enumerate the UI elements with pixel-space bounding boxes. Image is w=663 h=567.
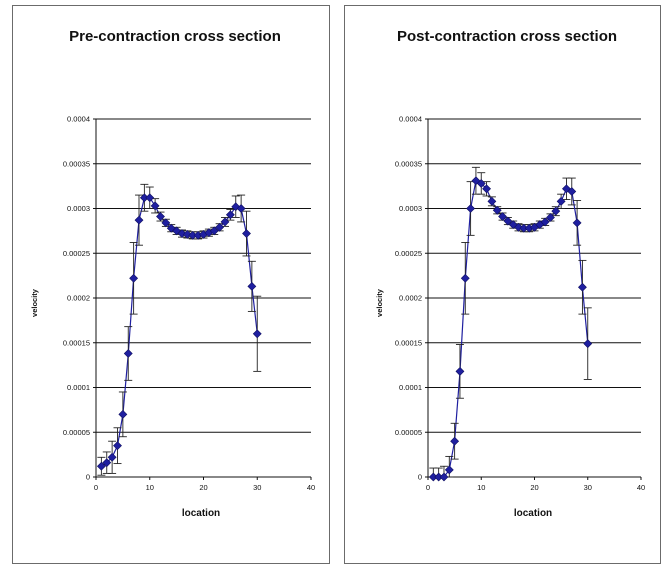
y-tick-label: 0.0002	[399, 294, 422, 303]
x-tick-label: 10	[477, 483, 485, 492]
y-tick-label: 0	[86, 473, 90, 482]
data-point	[114, 442, 122, 450]
x-tick-label: 40	[637, 483, 645, 492]
y-tick-label: 0.0004	[399, 115, 422, 124]
data-point	[119, 410, 127, 418]
x-axis-title: location	[182, 508, 220, 519]
data-point	[451, 437, 459, 445]
data-point	[124, 349, 132, 357]
x-tick-label: 30	[584, 483, 592, 492]
y-tick-label: 0.00025	[63, 249, 90, 258]
data-point	[456, 367, 464, 375]
series-line	[101, 198, 257, 467]
data-point	[557, 197, 565, 205]
data-point	[573, 219, 581, 227]
data-point	[135, 216, 143, 224]
data-point	[467, 205, 475, 213]
y-tick-label: 0.00005	[63, 428, 90, 437]
y-axis-title: velocity	[30, 288, 39, 317]
y-tick-label: 0.00025	[395, 249, 422, 258]
plot-area: 0 0.00005 0.0001 0.00015 0.0002 0.00025 0.0003…	[395, 115, 645, 493]
y-tick-label: 0.00005	[395, 428, 422, 437]
data-point	[243, 230, 251, 238]
x-tick-label: 30	[253, 483, 261, 492]
chart-panel-post: Post-contraction cross section location …	[344, 5, 661, 564]
chart-svg-post: Post-contraction cross section location …	[345, 6, 662, 565]
y-tick-label: 0.00035	[63, 159, 90, 168]
y-tick-label: 0	[418, 473, 422, 482]
y-tick-label: 0.0001	[67, 383, 90, 392]
y-axis-title: velocity	[375, 288, 384, 317]
x-axis-title: location	[514, 508, 552, 519]
data-point	[578, 283, 586, 291]
chart-svg-pre: Pre-contraction cross section location v…	[13, 6, 331, 565]
x-tick-label: 20	[530, 483, 538, 492]
y-tick-label: 0.00035	[395, 159, 422, 168]
y-tick-label: 0.0004	[67, 115, 90, 124]
data-point	[253, 330, 261, 338]
plot-area: 0 0.00005 0.0001 0.00015 0.0002 0.00025 0.0003…	[63, 115, 315, 493]
data-point	[461, 274, 469, 282]
chart-panel-pre: Pre-contraction cross section location v…	[12, 5, 330, 564]
y-tick-label: 0.0003	[67, 204, 90, 213]
y-tick-label: 0.0002	[67, 294, 90, 303]
data-point	[584, 340, 592, 348]
data-point	[248, 282, 256, 290]
y-tick-label: 0.00015	[395, 338, 422, 347]
x-tick-label: 0	[94, 483, 98, 492]
data-point	[130, 274, 138, 282]
y-tick-label: 0.0003	[399, 204, 422, 213]
y-tick-label: 0.0001	[399, 383, 422, 392]
x-tick-label: 0	[426, 483, 430, 492]
x-tick-label: 10	[146, 483, 154, 492]
chart-title: Post-contraction cross section	[397, 28, 617, 45]
chart-title: Pre-contraction cross section	[69, 28, 281, 45]
data-point	[488, 197, 496, 205]
data-point	[146, 194, 154, 202]
x-tick-label: 40	[307, 483, 315, 492]
x-tick-label: 20	[199, 483, 207, 492]
y-tick-label: 0.00015	[63, 338, 90, 347]
